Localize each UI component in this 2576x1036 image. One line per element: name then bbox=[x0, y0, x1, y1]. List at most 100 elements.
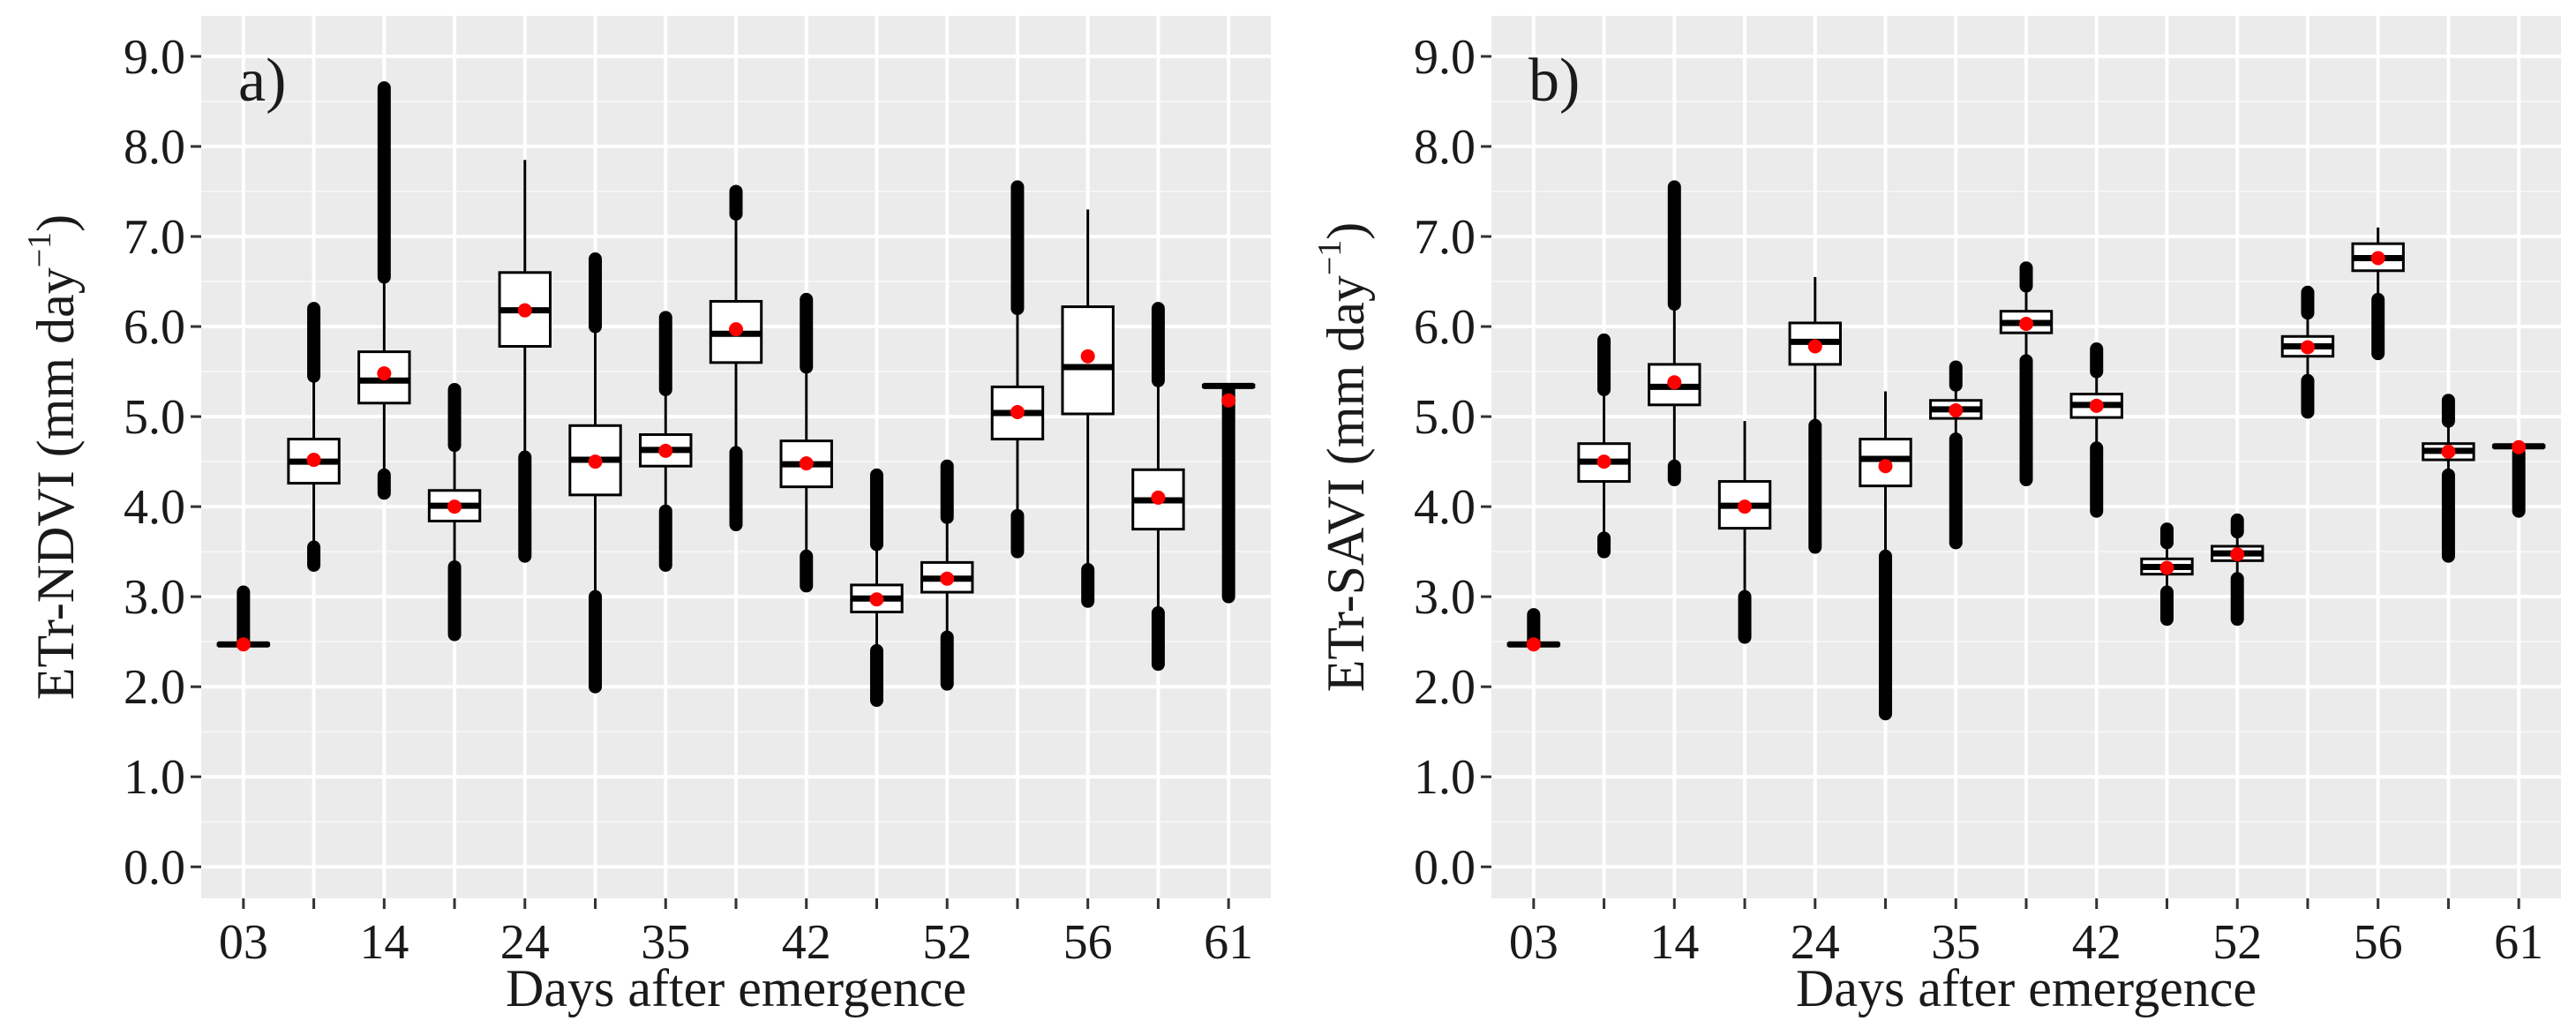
mean-point bbox=[1596, 454, 1611, 469]
box-day-3 bbox=[1717, 421, 1772, 644]
y-tick-label: 4.0 bbox=[1414, 480, 1476, 535]
y-axis-title-close: ) bbox=[26, 214, 85, 232]
mean-point bbox=[729, 322, 743, 337]
y-tick-label: 1.0 bbox=[124, 750, 185, 805]
box-day-11 bbox=[2280, 285, 2335, 419]
box-day-5 bbox=[568, 252, 622, 694]
y-tick-label: 5.0 bbox=[124, 390, 185, 445]
mean-point bbox=[1738, 499, 1753, 514]
mean-point bbox=[2019, 316, 2033, 331]
box-day-6 bbox=[639, 311, 693, 572]
mean-point bbox=[1221, 393, 1236, 408]
y-tick-label: 8.0 bbox=[1414, 120, 1476, 175]
panel-label: b) bbox=[1528, 47, 1580, 115]
box-day-3 bbox=[427, 382, 482, 642]
mean-point bbox=[1949, 402, 1964, 417]
mean-point bbox=[517, 303, 532, 318]
y-tick-label: 0.0 bbox=[1414, 840, 1476, 895]
mean-point bbox=[588, 454, 603, 469]
x-tick-label: 14 bbox=[359, 915, 409, 970]
mean-point bbox=[799, 456, 814, 471]
x-tick-label: 24 bbox=[1791, 915, 1840, 970]
box-day-4 bbox=[1788, 276, 1842, 554]
y-axis-title-main: ETr-NDVI (mm day bbox=[26, 267, 85, 700]
x-tick-label: 35 bbox=[641, 915, 690, 970]
y-tick-label: 3.0 bbox=[124, 570, 185, 625]
mean-point bbox=[2441, 444, 2456, 459]
y-axis-title-close: ) bbox=[1317, 222, 1375, 240]
box-day-4 bbox=[498, 160, 552, 563]
mean-point bbox=[2370, 251, 2385, 266]
mean-point bbox=[377, 366, 392, 381]
box-day-6 bbox=[1929, 360, 1983, 550]
box-day-5 bbox=[1859, 391, 1912, 721]
box-day-2 bbox=[1648, 180, 1701, 487]
box-day-13 bbox=[2422, 394, 2475, 563]
box-day-0 bbox=[1506, 608, 1561, 652]
box-day-8 bbox=[2069, 342, 2123, 518]
mean-point bbox=[1151, 490, 1166, 505]
mean-point bbox=[869, 592, 884, 607]
y-tick-label: 6.0 bbox=[124, 300, 185, 355]
mean-point bbox=[2512, 439, 2527, 454]
mean-point bbox=[658, 443, 673, 458]
mean-point bbox=[1807, 339, 1822, 354]
box-day-12 bbox=[1061, 209, 1115, 608]
box-day-7 bbox=[1999, 261, 2054, 487]
mean-point bbox=[1667, 375, 1682, 390]
y-tick-label: 2.0 bbox=[1414, 660, 1476, 715]
box-day-14 bbox=[1201, 382, 1256, 604]
y-tick-label: 4.0 bbox=[124, 480, 185, 535]
mean-point bbox=[1526, 637, 1541, 652]
y-tick-label: 7.0 bbox=[1414, 210, 1476, 265]
x-axis-title: Days after emergence bbox=[1796, 959, 2257, 1017]
box-day-12 bbox=[2351, 227, 2405, 361]
x-tick-label: 24 bbox=[500, 915, 550, 970]
box-day-1 bbox=[1577, 333, 1631, 559]
box-day-11 bbox=[990, 180, 1045, 559]
y-tick-label: 9.0 bbox=[124, 30, 185, 85]
y-tick-label: 5.0 bbox=[1414, 390, 1476, 445]
x-tick-label: 61 bbox=[2494, 915, 2543, 970]
mean-point bbox=[1010, 404, 1025, 419]
mean-point bbox=[2159, 560, 2174, 575]
mean-point bbox=[1080, 349, 1095, 364]
x-tick-label: 14 bbox=[1649, 915, 1699, 970]
x-tick-label: 42 bbox=[2072, 915, 2122, 970]
mean-point bbox=[2300, 340, 2315, 355]
box-day-10 bbox=[920, 459, 974, 691]
box-day-13 bbox=[1131, 302, 1185, 672]
y-axis-title: ETr-SAVI (mm day−1) bbox=[1311, 222, 1375, 693]
mean-point bbox=[940, 571, 955, 586]
y-tick-label: 6.0 bbox=[1414, 300, 1476, 355]
x-tick-label: 52 bbox=[922, 915, 972, 970]
x-tick-label: 56 bbox=[2354, 915, 2403, 970]
mean-point bbox=[2230, 547, 2245, 562]
x-tick-label: 61 bbox=[1204, 915, 1253, 970]
y-axis-title-superscript: −1 bbox=[21, 232, 58, 267]
y-tick-label: 1.0 bbox=[1414, 750, 1476, 805]
box-day-1 bbox=[287, 302, 341, 572]
box-day-14 bbox=[2491, 439, 2546, 518]
x-tick-label: 03 bbox=[1509, 915, 1558, 970]
box-day-2 bbox=[357, 81, 411, 500]
mean-point bbox=[2089, 398, 2104, 413]
y-tick-label: 8.0 bbox=[124, 120, 185, 175]
box-day-7 bbox=[709, 184, 763, 532]
box-day-8 bbox=[779, 292, 833, 593]
x-tick-label: 42 bbox=[782, 915, 831, 970]
mean-point bbox=[1878, 459, 1893, 474]
panel-a: 0.0 1.0 2.0 3.0 4.0 5.0 6.0 7.0 8.0 9.0 03 14 24 35 42… bbox=[21, 16, 1271, 1017]
y-tick-label: 7.0 bbox=[124, 210, 185, 265]
y-axis-title-superscript: −1 bbox=[1311, 240, 1348, 275]
box-day-10 bbox=[2211, 513, 2264, 627]
mean-point bbox=[306, 453, 321, 468]
x-tick-label: 03 bbox=[219, 915, 268, 970]
box-day-9 bbox=[850, 468, 904, 708]
y-axis-title-main: ETr-SAVI (mm day bbox=[1317, 275, 1375, 692]
box-day-9 bbox=[2140, 522, 2194, 627]
y-tick-label: 3.0 bbox=[1414, 570, 1476, 625]
y-tick-label: 9.0 bbox=[1414, 30, 1476, 85]
x-tick-label: 52 bbox=[2212, 915, 2262, 970]
